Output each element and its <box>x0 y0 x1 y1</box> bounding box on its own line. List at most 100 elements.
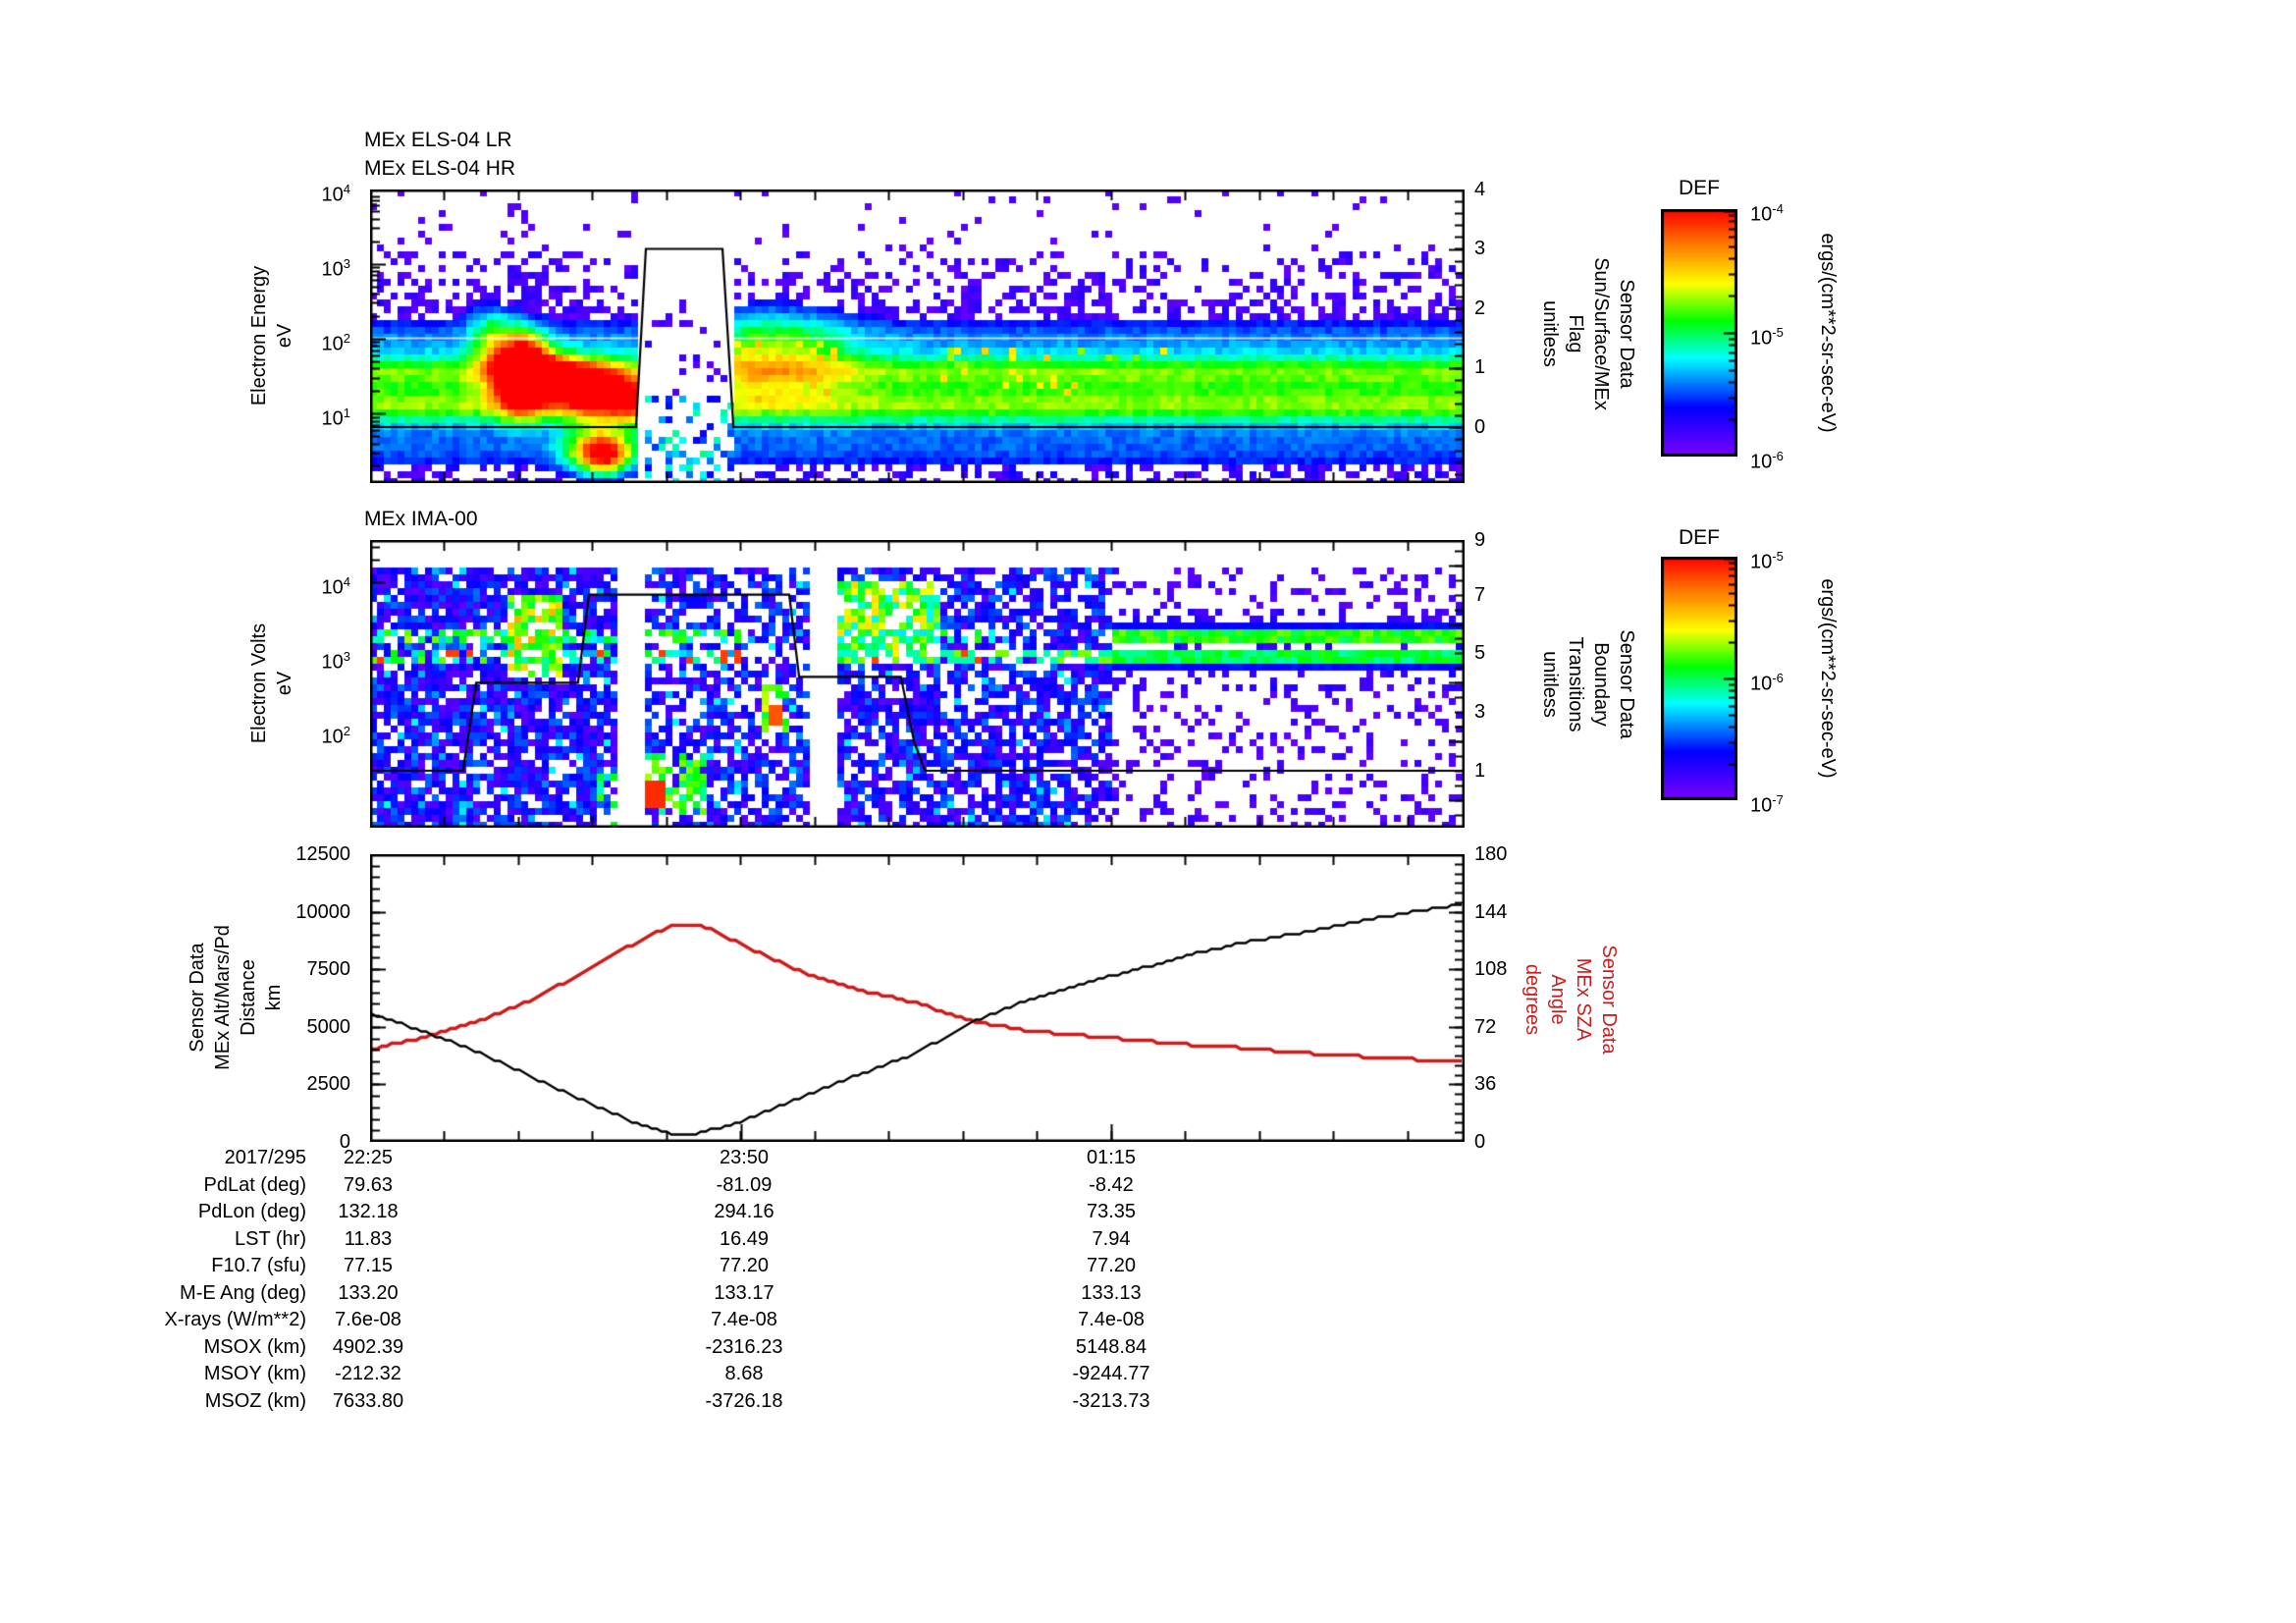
els-spectrogram <box>370 189 1465 483</box>
ephemeris-value: 16.49 <box>719 1227 770 1250</box>
line-right-tick-label: 144 <box>1474 900 1508 923</box>
ephemeris-value: 77.20 <box>719 1255 770 1276</box>
ephemeris-value: 77.15 <box>343 1255 394 1276</box>
els-flag-label-line4: unitless <box>1539 300 1561 367</box>
sza-label-line2: MEx SZA <box>1573 957 1594 1042</box>
sza-label-line1: Sensor Data <box>1598 945 1620 1055</box>
ima-boundary-label-line3: Transitions <box>1565 636 1586 732</box>
ephemeris-value: 132.18 <box>338 1201 399 1222</box>
ephemeris-value: 23:50 <box>719 1147 770 1168</box>
ephemeris-value: 7633.80 <box>332 1389 404 1412</box>
els-flag-label-line3: Flag <box>1565 314 1586 353</box>
ephemeris-value: 73.35 <box>1086 1201 1137 1222</box>
ima-boundary-label-line4: unitless <box>1539 651 1561 718</box>
ima-colorbar-title: DEF <box>1679 526 1720 549</box>
ima-boundary-label-line2: Boundary <box>1590 642 1612 727</box>
ephemeris-row-label: X-rays (W/m**2) <box>164 1309 306 1330</box>
ephemeris-value: 01:15 <box>1086 1147 1137 1168</box>
ephemeris-value: -81.09 <box>716 1173 773 1196</box>
ephemeris-value: -3213.73 <box>1072 1389 1150 1412</box>
ephemeris-value: 133.20 <box>338 1281 399 1304</box>
altitude-label-line3: Distance <box>238 959 259 1036</box>
ephemeris-value: 133.17 <box>714 1281 774 1304</box>
els-colorbar-tick-label: 10-6 <box>1750 449 1784 473</box>
ephemeris-row-label: F10.7 (sfu) <box>211 1255 306 1276</box>
ima-colorbar-tick-label: 10-5 <box>1750 549 1784 573</box>
ephemeris-row-label: LST (hr) <box>235 1227 306 1250</box>
ephemeris-row-label: MSOX (km) <box>203 1335 306 1358</box>
line-y-tick-label: 0 <box>339 1131 350 1153</box>
altitude-label-line4: km <box>263 984 285 1011</box>
ima-colorbar-tick-label: 10-6 <box>1750 671 1784 695</box>
ephemeris-value: 22:25 <box>343 1147 394 1168</box>
ephemeris-value: -212.32 <box>335 1363 401 1384</box>
ima-boundary-axis-label: Sensor Data Boundary Transitions unitles… <box>1537 527 1639 841</box>
ima-y-tick-label: 104 <box>321 574 350 599</box>
ima-y-tick-label: 103 <box>321 648 350 674</box>
els-title-hr: MEx ELS-04 HR <box>364 157 516 180</box>
line-y-tick-label: 12500 <box>295 843 350 865</box>
els-colorbar-tick-label: 10-4 <box>1750 201 1784 226</box>
els-title-lr: MEx ELS-04 LR <box>364 129 512 151</box>
ephemeris-value: 7.6e-08 <box>335 1309 401 1330</box>
els-right-tick-label: 4 <box>1474 179 1486 200</box>
els-right-tick-label: 2 <box>1474 298 1486 319</box>
els-colorbar <box>1661 209 1737 457</box>
line-right-tick-label: 72 <box>1474 1015 1497 1038</box>
sza-axis-label: Sensor Data MEx SZA Angle degrees <box>1520 842 1622 1157</box>
ima-right-tick-label: 7 <box>1474 583 1486 606</box>
els-right-tick-label: 1 <box>1474 356 1486 379</box>
ephemeris-row-label: 2017/295 <box>224 1147 306 1168</box>
line-right-tick-label: 36 <box>1474 1073 1497 1096</box>
ephemeris-row-label: M-E Ang (deg) <box>180 1281 306 1304</box>
els-flag-axis-label: Sensor Data Sun/Surface/MEx Flag unitles… <box>1537 177 1639 491</box>
line-y-tick-label: 5000 <box>306 1015 351 1038</box>
ima-right-tick-label: 5 <box>1474 642 1486 665</box>
ephemeris-value: -9244.77 <box>1072 1363 1150 1384</box>
ima-colorbar <box>1661 557 1737 800</box>
ephemeris-row-label: PdLon (deg) <box>197 1201 306 1222</box>
els-colorbar-tick-label: 10-5 <box>1750 325 1784 350</box>
ephemeris-value: 133.13 <box>1081 1281 1142 1304</box>
ima-right-tick-label: 1 <box>1474 759 1486 782</box>
ima-right-tick-label: 9 <box>1474 529 1486 551</box>
ephemeris-value: 4902.39 <box>332 1335 404 1358</box>
els-right-tick-label: 3 <box>1474 238 1486 260</box>
ephemeris-value: 79.63 <box>343 1173 394 1196</box>
ephemeris-value: 294.16 <box>714 1201 774 1222</box>
line-right-tick-label: 180 <box>1474 843 1508 865</box>
ephemeris-line-chart <box>370 854 1465 1142</box>
ephemeris-row-label: PdLat (deg) <box>203 1173 306 1196</box>
ima-right-tick-label: 3 <box>1474 701 1486 724</box>
ima-boundary-label-line1: Sensor Data <box>1616 629 1637 739</box>
ephemeris-value: 7.94 <box>1092 1227 1131 1250</box>
ephemeris-value: 8.68 <box>724 1363 764 1384</box>
line-right-tick-label: 0 <box>1474 1131 1486 1153</box>
els-y-tick-label: 103 <box>321 255 350 281</box>
altitude-y-axis-label: Sensor Data MEx Alt/Mars/Pd Distance km <box>185 840 287 1155</box>
ephemeris-value: 7.4e-08 <box>1078 1309 1145 1330</box>
ephemeris-value: -3726.18 <box>705 1389 783 1412</box>
line-y-tick-label: 10000 <box>295 900 350 923</box>
sza-label-line3: Angle <box>1547 974 1569 1025</box>
ephemeris-value: 7.4e-08 <box>711 1309 777 1330</box>
sza-label-line4: degrees <box>1522 963 1543 1036</box>
ephemeris-value: 11.83 <box>344 1227 393 1250</box>
ima-spectrogram <box>370 540 1465 828</box>
ima-title: MEx IMA-00 <box>364 508 478 530</box>
ephemeris-value: 77.20 <box>1086 1255 1137 1276</box>
els-y-tick-label: 104 <box>321 182 350 206</box>
els-flag-label-line2: Sun/Surface/MEx <box>1590 257 1612 410</box>
altitude-label-line1: Sensor Data <box>187 943 208 1053</box>
ephemeris-value: -2316.23 <box>705 1335 783 1358</box>
els-y-tick-label: 102 <box>321 330 350 355</box>
els-right-tick-label: 0 <box>1474 416 1486 438</box>
ima-y-tick-label: 102 <box>321 723 350 748</box>
line-y-tick-label: 7500 <box>306 958 351 981</box>
els-flag-label-line1: Sensor Data <box>1616 279 1637 389</box>
ephemeris-value: 5148.84 <box>1075 1335 1148 1358</box>
line-y-tick-label: 2500 <box>306 1073 351 1096</box>
ima-colorbar-tick-label: 10-7 <box>1750 792 1784 817</box>
ephemeris-value: -8.42 <box>1089 1173 1134 1196</box>
